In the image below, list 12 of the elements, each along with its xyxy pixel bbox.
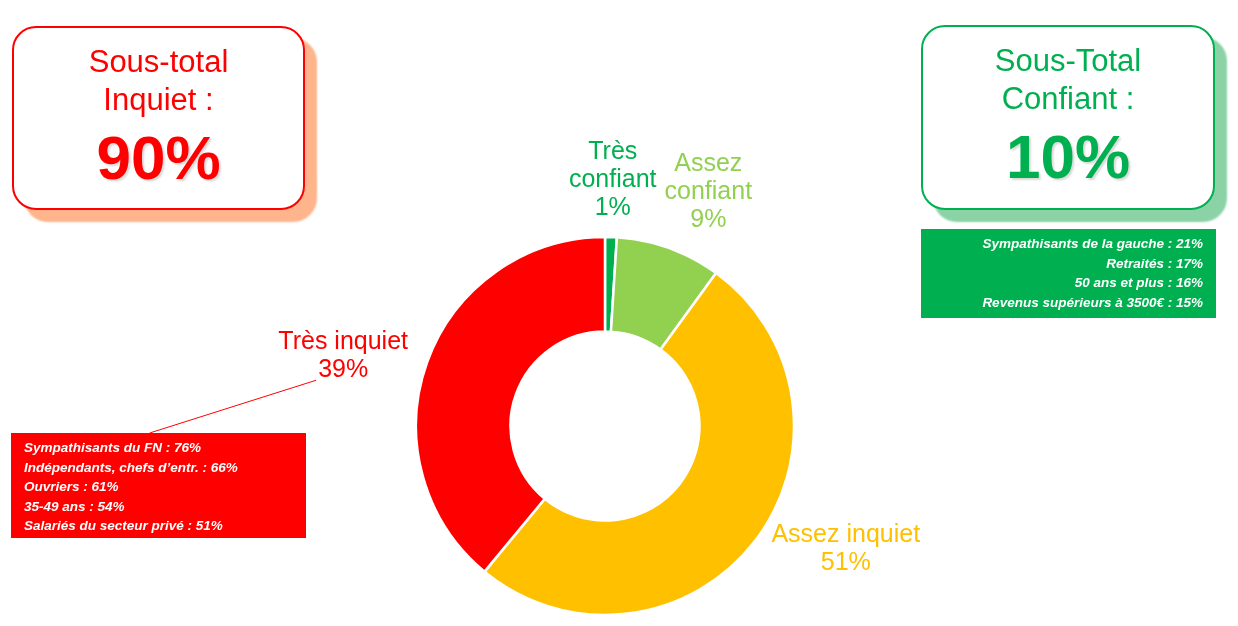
data-label: 39% [318,354,369,383]
data-label: 9% [690,204,727,232]
slice-label: Très confiant [568,136,657,193]
subtotal-card: Sous-Total Confiant : 10% [921,25,1215,210]
slice-label: Assez inquiet [771,519,921,548]
subtotal-card: Sous-total Inquiet : 90% [12,26,305,210]
data-label: 1% [594,192,631,221]
note-card: Sympathisants du FN : 76% Indépendants, chefs d’entr. : 66% Ouvriers : 61% 35-49 ans : 54% Salariés du secteur privé : 51% [11,433,306,538]
slice-label: Très inquiet [278,326,409,355]
slice-label: Assez confiant [664,148,753,204]
note-card: Sympathisants de la gauche : 21% Retraités : 17% 50 ans et plus : 16% Revenus supérieurs à 3500€ : 15% [921,229,1216,318]
data-label: 51% [820,547,871,576]
